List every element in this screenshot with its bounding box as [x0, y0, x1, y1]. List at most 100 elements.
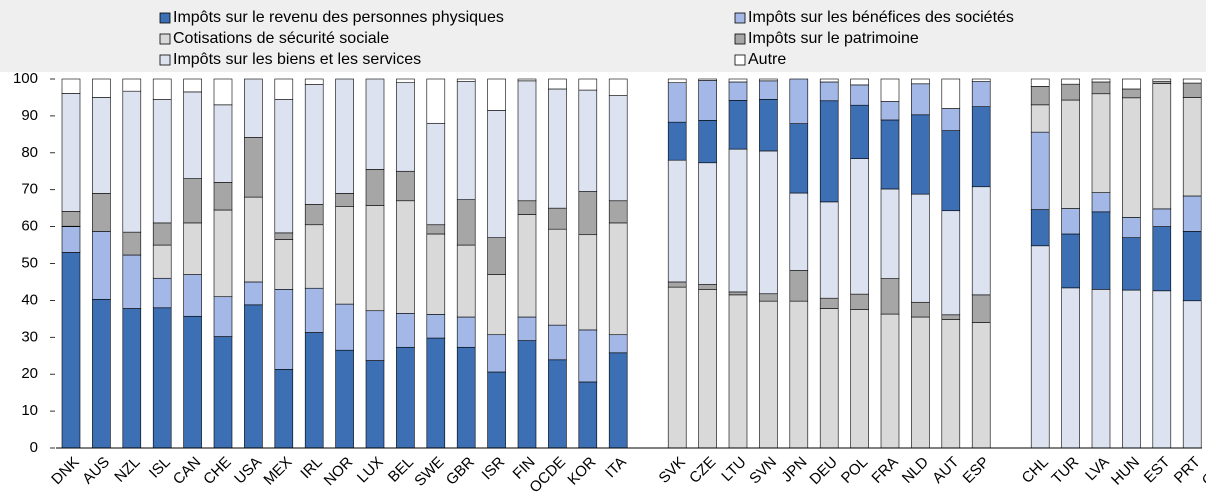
- bar-segment: [365, 78, 385, 170]
- bar-segment: [1030, 245, 1050, 449]
- bar-segment: [456, 199, 476, 246]
- bar-segment: [61, 78, 81, 94]
- x-tick-label: GBR: [443, 454, 478, 489]
- x-tick-label: ISR: [479, 454, 509, 484]
- x-tick-label: AUS: [79, 454, 113, 488]
- y-tick-label: 0: [30, 439, 38, 456]
- legend-swatch: [159, 12, 171, 24]
- bar-segment: [244, 137, 263, 198]
- x-tick-label: KOR: [564, 454, 599, 489]
- bar-segment: [1030, 78, 1050, 87]
- bar-segment: [365, 310, 385, 361]
- bar-segment: [971, 186, 991, 296]
- bar-segment: [759, 80, 778, 100]
- bar-segment: [667, 82, 687, 123]
- bar-segment: [426, 233, 446, 315]
- legend-swatch: [159, 33, 171, 45]
- bar-segment: [487, 78, 506, 111]
- bar-segment: [1182, 231, 1202, 302]
- bar-segment: [517, 214, 537, 318]
- bar-segment: [1061, 208, 1080, 235]
- y-tick-label: 80: [21, 144, 38, 161]
- bar-segment: [1091, 81, 1111, 95]
- bar-segment: [335, 206, 354, 305]
- bar-segment: [698, 78, 717, 81]
- x-tick-label: DNK: [48, 454, 82, 488]
- bar-segment: [941, 78, 961, 109]
- bar-segment: [487, 274, 506, 336]
- x-tick-label: ISL: [146, 454, 174, 482]
- bar-segment: [728, 78, 748, 83]
- bar-segment: [911, 301, 930, 318]
- bar-segment: [487, 110, 506, 238]
- x-tick-label: SVN: [746, 454, 780, 488]
- x-tick-label: CHE: [200, 454, 234, 488]
- bar-segment: [365, 360, 385, 449]
- bar-segment: [274, 239, 294, 290]
- y-tick-label: 100: [13, 70, 38, 87]
- bar-segment: [426, 122, 446, 226]
- bar-segment: [728, 100, 748, 150]
- bar-segment: [1122, 88, 1141, 99]
- bar-segment: [1182, 82, 1202, 98]
- bar-segment: [911, 83, 930, 116]
- bar-segment: [789, 270, 809, 302]
- bar-segment: [304, 332, 324, 449]
- bar-segment: [61, 252, 81, 449]
- x-tick-label: CZE: [686, 454, 719, 487]
- legend-swatch: [734, 33, 746, 45]
- legend-background: [0, 0, 1206, 72]
- bar-segment: [426, 78, 446, 124]
- bar-segment: [608, 78, 628, 96]
- bar-segment: [880, 188, 900, 279]
- bar-segment: [850, 84, 869, 106]
- bar-segment: [1182, 195, 1202, 232]
- legend-swatch: [159, 54, 171, 66]
- bar-segment: [152, 277, 172, 309]
- bar-segment: [92, 78, 111, 98]
- bar-segment: [183, 315, 202, 449]
- bar-segment: [608, 334, 628, 354]
- x-tick-label: BEL: [385, 454, 417, 486]
- y-tick-label: 50: [21, 254, 38, 271]
- bar-segment: [608, 352, 628, 449]
- bar-segment: [728, 291, 748, 296]
- bar-segment: [304, 287, 324, 333]
- x-tick-label: MEX: [260, 454, 295, 489]
- bar-segment: [122, 90, 142, 233]
- bar-segment: [456, 244, 476, 318]
- bar-segment: [213, 209, 233, 298]
- bar-segment: [880, 101, 900, 121]
- bar-segment: [880, 119, 900, 190]
- bar-segment: [578, 78, 598, 91]
- x-tick-label: NZL: [111, 454, 143, 486]
- bar-segment: [911, 114, 930, 195]
- bar-segment: [941, 319, 961, 449]
- bar-segment: [1122, 289, 1141, 449]
- bar-segment: [1030, 104, 1050, 133]
- x-tick-label: POL: [838, 454, 871, 487]
- bar-segment: [698, 80, 717, 121]
- bar-segment: [728, 294, 748, 449]
- bar-segment: [92, 231, 111, 300]
- bar-segment: [1061, 287, 1080, 449]
- bar-segment: [244, 78, 263, 138]
- bar-segment: [759, 78, 778, 82]
- x-tick-label: TUR: [1048, 453, 1082, 487]
- bar-segment: [274, 289, 294, 370]
- bar-segment: [1152, 208, 1172, 227]
- bar-segment: [152, 244, 172, 279]
- bar-segment: [819, 78, 839, 83]
- bar-segment: [365, 169, 385, 206]
- bar-segment: [1152, 78, 1172, 82]
- bar-segment: [213, 78, 233, 106]
- x-tick-label: DEU: [806, 454, 840, 488]
- bar-segment: [61, 226, 81, 253]
- bar-segment: [941, 130, 961, 212]
- bar-segment: [941, 210, 961, 316]
- bar-segment: [365, 205, 385, 312]
- bar-segment: [971, 322, 991, 449]
- legend-label: Cotisations de sécurité sociale: [173, 30, 389, 47]
- x-tick-label: LTU: [718, 454, 749, 485]
- bar-segment: [152, 222, 172, 246]
